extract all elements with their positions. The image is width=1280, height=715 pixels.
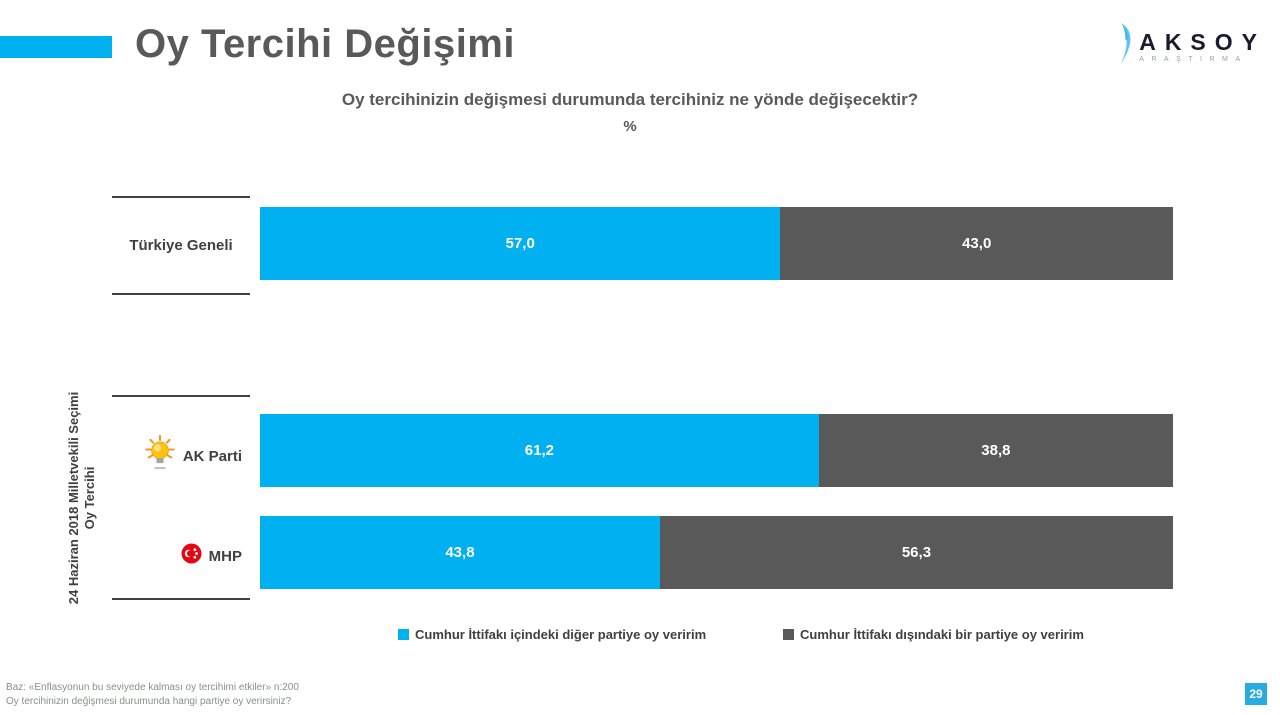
bar-value: 38,8 xyxy=(981,442,1011,459)
legend-label: Cumhur İttifakı içindeki diğer partiye o… xyxy=(415,627,707,642)
bar-value: 61,2 xyxy=(524,442,554,459)
bar-segment-blue: 61,2 xyxy=(260,414,819,487)
bar-segment-gray: 56,3 xyxy=(659,516,1173,589)
bar-turkiye-geneli: 57,0 43,0 xyxy=(260,207,1173,280)
legend-swatch-blue xyxy=(398,629,409,640)
bar-value: 43,8 xyxy=(445,544,475,561)
legend-swatch-gray xyxy=(783,629,794,640)
bar-segment-blue: 43,8 xyxy=(260,516,660,589)
aksoy-logo-icon xyxy=(1118,22,1133,71)
akp-lightbulb-logo xyxy=(144,434,176,477)
legend-item-blue: Cumhur İttifakı içindeki diğer partiye o… xyxy=(398,627,706,642)
title-accent-bar xyxy=(0,36,112,58)
mhp-crescent-logo xyxy=(181,543,202,569)
legend-label: Cumhur İttifakı dışındaki bir partiye oy… xyxy=(800,627,1084,642)
bar-segment-gray: 38,8 xyxy=(818,414,1173,487)
category-label: MHP xyxy=(208,547,242,565)
category-label: Türkiye Geneli xyxy=(129,237,233,254)
bar-segment-gray: 43,0 xyxy=(780,207,1173,280)
category-box-party-group: AK Parti MHP xyxy=(112,395,250,600)
bar-mhp: 43,8 56,3 xyxy=(260,516,1173,589)
footer-base-note: Baz: «Enflasyonun bu seviyede kalması oy… xyxy=(6,682,299,693)
chart-unit: % xyxy=(623,118,637,135)
legend-item-gray: Cumhur İttifakı dışındaki bir partiye oy… xyxy=(783,627,1084,642)
footer-question-note: Oy tercihinizin değişmesi durumunda hang… xyxy=(6,696,292,707)
logo-subtitle: ARAŞTIRMA xyxy=(1139,56,1248,63)
footer-notes: Baz: «Enflasyonun bu seviyede kalması oy… xyxy=(6,681,299,709)
page-number-badge: 29 xyxy=(1245,683,1267,705)
bar-value: 56,3 xyxy=(901,544,932,561)
bar-value: 57,0 xyxy=(505,235,535,252)
page-title: Oy Tercihi Değişimi xyxy=(135,22,515,66)
category-box-turkiye-geneli: Türkiye Geneli xyxy=(112,196,250,295)
bar-ak-parti: 61,2 38,8 xyxy=(260,414,1173,487)
chart-question: Oy tercihinizin değişmesi durumunda terc… xyxy=(341,90,919,109)
category-row-mhp: MHP xyxy=(181,543,242,569)
aksoy-logo: AKSOY ARAŞTIRMA xyxy=(1118,22,1266,71)
bar-segment-blue: 57,0 xyxy=(260,207,781,280)
logo-name: AKSOY xyxy=(1139,29,1266,55)
group-axis-label: 24 Haziran 2018 Milletvekili Seçimi Oy T… xyxy=(66,391,97,605)
bar-value: 43,0 xyxy=(962,235,992,252)
category-label: AK Parti xyxy=(182,447,242,465)
category-row-ak-parti: AK Parti xyxy=(144,434,242,477)
